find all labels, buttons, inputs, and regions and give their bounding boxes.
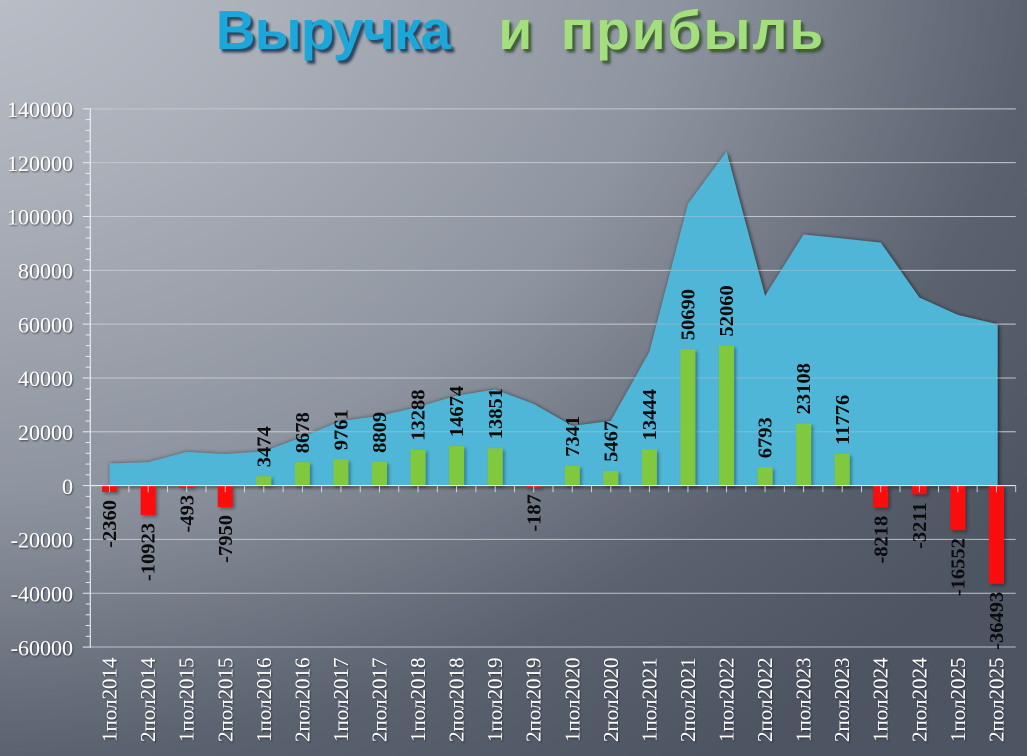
svg-text:2пол2020: 2пол2020: [599, 658, 623, 742]
svg-text:23108: 23108: [793, 363, 815, 414]
svg-text:1пол2014: 1пол2014: [98, 657, 122, 742]
svg-text:1пол2025: 1пол2025: [946, 658, 970, 742]
svg-text:3474: 3474: [253, 426, 275, 467]
svg-text:1пол2021: 1пол2021: [637, 658, 661, 742]
svg-text:13288: 13288: [408, 390, 430, 441]
svg-text:1пол2024: 1пол2024: [869, 657, 893, 742]
svg-text:1пол2022: 1пол2022: [715, 658, 739, 742]
svg-text:-16552: -16552: [948, 538, 970, 596]
svg-text:11776: 11776: [832, 395, 854, 445]
svg-text:0: 0: [62, 474, 73, 499]
svg-text:100000: 100000: [7, 205, 73, 230]
svg-text:-40000: -40000: [11, 581, 73, 606]
svg-text:8809: 8809: [369, 412, 391, 453]
svg-text:2пол2023: 2пол2023: [830, 658, 854, 742]
svg-text:-7950: -7950: [215, 515, 237, 563]
svg-text:2пол2021: 2пол2021: [676, 658, 700, 742]
svg-text:14674: 14674: [446, 386, 468, 437]
svg-text:2пол2015: 2пол2015: [213, 658, 237, 742]
svg-text:5467: 5467: [600, 421, 622, 462]
svg-text:2пол2019: 2пол2019: [522, 658, 546, 742]
svg-text:-8218: -8218: [870, 516, 892, 564]
svg-text:-10923: -10923: [138, 523, 160, 581]
svg-text:2пол2022: 2пол2022: [753, 658, 777, 742]
svg-text:52060: 52060: [716, 285, 738, 336]
svg-text:-36493: -36493: [986, 592, 1008, 650]
svg-text:7341: 7341: [562, 416, 584, 457]
svg-text:1пол2015: 1пол2015: [175, 658, 199, 742]
svg-text:60000: 60000: [18, 312, 73, 337]
svg-text:1пол2017: 1пол2017: [329, 658, 353, 742]
svg-text:50690: 50690: [678, 289, 700, 340]
svg-text:2пол2016: 2пол2016: [290, 658, 314, 742]
svg-text:-187: -187: [523, 494, 545, 532]
svg-text:-60000: -60000: [11, 635, 73, 660]
svg-text:2пол2017: 2пол2017: [368, 658, 392, 742]
svg-text:-493: -493: [176, 495, 198, 533]
svg-text:20000: 20000: [18, 420, 73, 445]
svg-text:1пол2020: 1пол2020: [560, 658, 584, 742]
svg-text:1пол2019: 1пол2019: [483, 658, 507, 742]
svg-text:1пол2016: 1пол2016: [252, 658, 276, 742]
svg-text:13444: 13444: [639, 389, 661, 440]
svg-text:6793: 6793: [755, 417, 777, 458]
svg-text:2пол2014: 2пол2014: [136, 657, 160, 742]
svg-text:140000: 140000: [7, 97, 73, 122]
svg-text:1пол2023: 1пол2023: [792, 658, 816, 742]
svg-text:2пол2024: 2пол2024: [907, 657, 931, 742]
svg-text:-2360: -2360: [99, 500, 121, 548]
svg-text:-3211: -3211: [909, 502, 931, 549]
svg-text:8678: 8678: [292, 412, 314, 453]
svg-text:-20000: -20000: [11, 528, 73, 553]
svg-text:80000: 80000: [18, 259, 73, 284]
svg-text:1пол2018: 1пол2018: [406, 658, 430, 742]
svg-text:2пол2018: 2пол2018: [445, 658, 469, 742]
svg-text:120000: 120000: [7, 151, 73, 176]
svg-text:9761: 9761: [331, 409, 353, 450]
svg-text:13851: 13851: [485, 388, 507, 439]
svg-text:2пол2025: 2пол2025: [984, 658, 1008, 742]
svg-text:40000: 40000: [18, 366, 73, 391]
